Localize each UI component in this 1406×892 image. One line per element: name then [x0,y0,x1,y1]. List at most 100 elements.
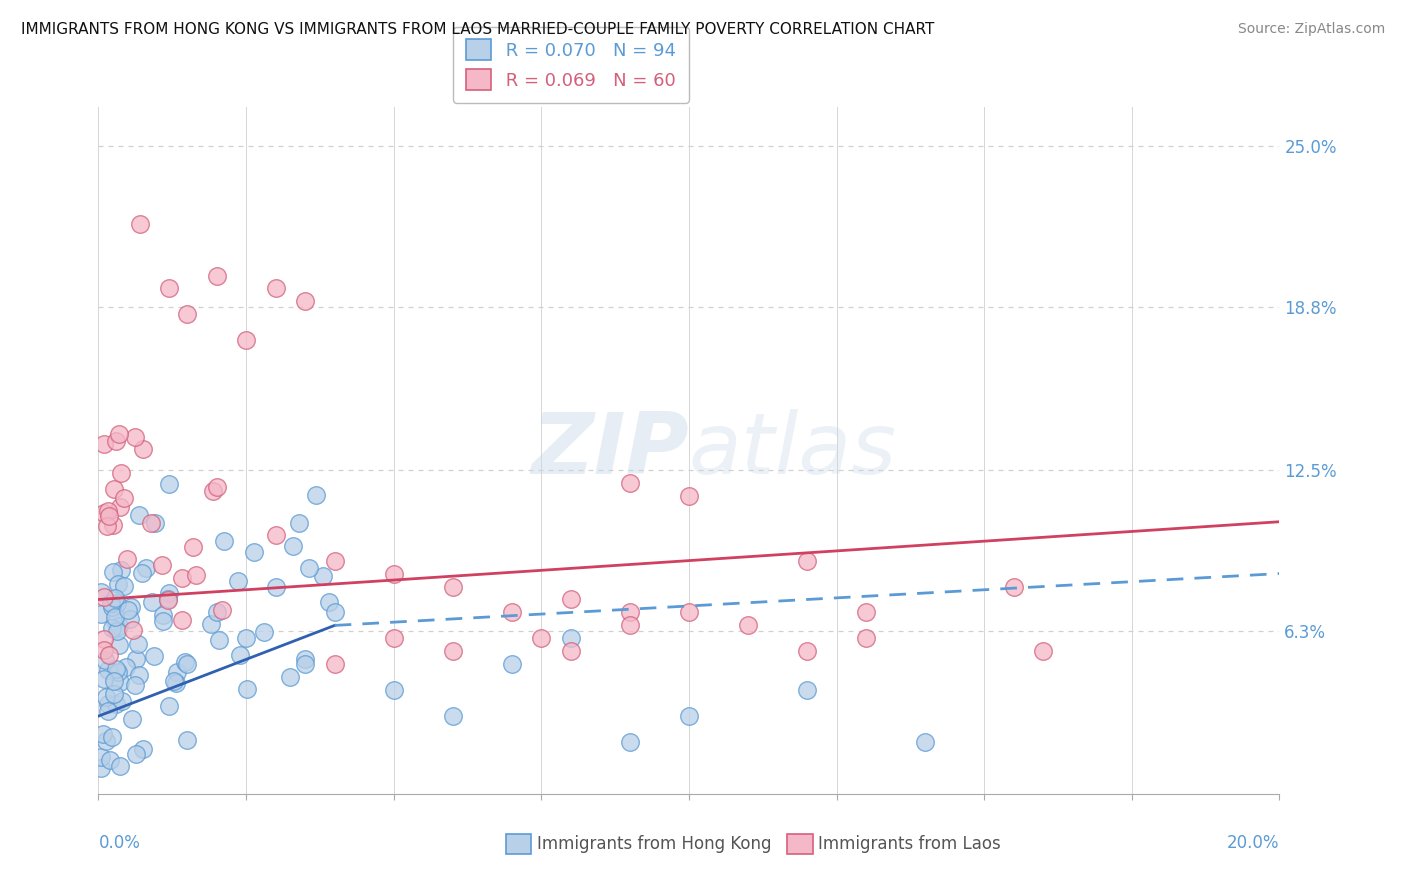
Point [796,553,818,567]
Point [125,747,148,761]
Point [176,307,198,321]
Point [120,600,142,615]
Point [288,516,311,530]
Point [111,694,134,708]
Point [318,595,340,609]
Point [108,638,131,652]
Point [103,687,125,701]
Text: atlas: atlas [689,409,897,492]
Point [90,761,112,775]
Point [619,735,641,749]
Point [150,558,173,573]
Point [97,504,120,518]
Point [96,518,118,533]
Point [107,577,129,591]
Point [382,632,405,646]
Point [112,579,135,593]
Point [205,480,228,494]
Point [128,508,150,522]
Point [104,614,127,628]
Point [253,624,276,639]
Point [93,506,115,520]
Point [90,585,112,599]
Point [236,681,259,696]
Point [165,676,187,690]
Point [124,678,146,692]
Point [97,663,120,677]
Point [226,574,249,589]
Point [281,539,304,553]
Point [382,566,405,581]
Point [128,217,150,231]
Point [98,752,121,766]
Point [796,683,818,698]
Point [170,614,193,628]
Point [118,612,141,626]
Point [110,674,132,689]
Point [796,644,818,658]
Point [94,733,117,747]
Point [678,489,700,503]
Point [104,591,127,605]
Point [201,483,224,498]
Point [294,657,316,672]
Point [93,591,115,605]
Point [176,732,198,747]
Point [200,616,222,631]
Point [108,500,131,515]
Point [619,606,641,620]
Point [107,665,129,680]
Point [323,553,346,567]
Point [235,632,257,646]
Point [294,652,316,666]
Point [157,698,180,713]
Point [157,592,180,607]
Point [90,607,112,621]
Point [97,704,120,718]
Point [530,632,553,646]
Point [560,644,582,658]
Point [737,618,759,632]
Point [208,633,231,648]
Point [211,603,233,617]
Point [103,673,125,688]
Point [117,603,139,617]
Point [97,697,120,711]
Point [100,596,122,610]
Point [678,709,700,723]
Text: IMMIGRANTS FROM HONG KONG VS IMMIGRANTS FROM LAOS MARRIED-COUPLE FAMILY POVERTY : IMMIGRANTS FROM HONG KONG VS IMMIGRANTS … [21,22,935,37]
Point [112,491,135,506]
Point [131,566,153,581]
Point [172,571,194,585]
Point [124,430,146,444]
Point [125,652,148,666]
Point [128,668,150,682]
Point [110,563,132,577]
Point [104,610,127,624]
Point [141,595,163,609]
Point [93,436,115,450]
Point [323,657,346,672]
Point [101,565,124,579]
Point [127,637,149,651]
Point [184,568,207,582]
Point [163,673,186,688]
Point [560,592,582,607]
Point [101,731,124,745]
Point [212,534,235,549]
Point [94,690,117,704]
Point [501,606,523,620]
Point [93,673,115,687]
Point [166,665,188,679]
Point [152,608,174,623]
Point [105,662,128,676]
Point [311,569,333,583]
Point [264,527,287,541]
Text: 0.0%: 0.0% [98,834,141,852]
Text: ZIP: ZIP [531,409,689,492]
Point [229,648,252,663]
Point [441,644,464,658]
Point [90,750,112,764]
Point [1002,580,1025,594]
Point [94,653,117,667]
